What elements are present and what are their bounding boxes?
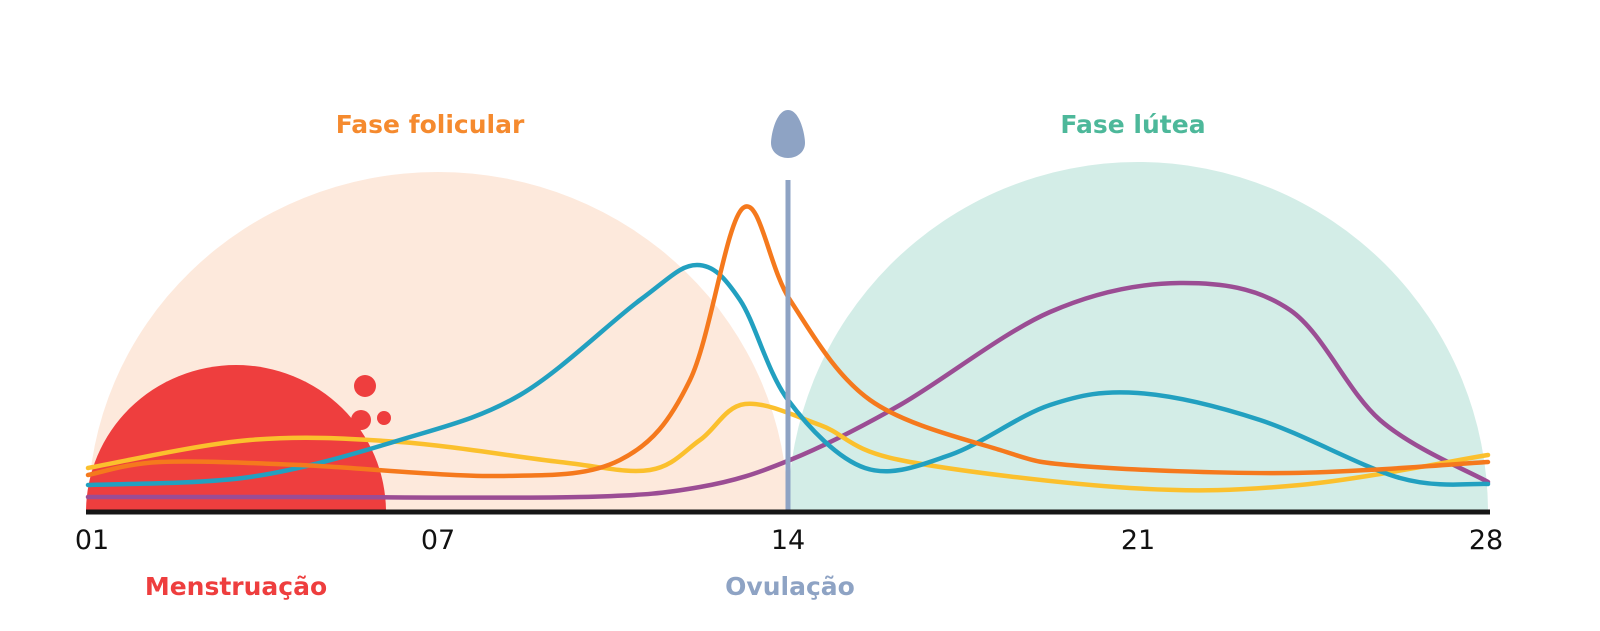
- drop: [354, 375, 376, 397]
- phase-label: Menstruação: [145, 572, 327, 601]
- day-label: 01: [75, 525, 109, 556]
- egg-icon: [771, 110, 805, 158]
- phase-label: Fase folicular: [336, 110, 525, 139]
- day-label: 07: [421, 525, 455, 556]
- drop: [377, 411, 391, 425]
- drop: [351, 410, 371, 430]
- hormone-curve: [85, 401, 1491, 493]
- hormone-curve: [85, 280, 1491, 500]
- day-label: 14: [771, 525, 805, 556]
- phase-label: Fase lútea: [1060, 110, 1205, 139]
- menstruation-area: [86, 365, 386, 512]
- day-label: 21: [1121, 525, 1155, 556]
- day-label: 28: [1469, 525, 1503, 556]
- luteal-area: [788, 162, 1488, 512]
- phase-label: Ovulação: [725, 572, 855, 601]
- hormone-curves: [85, 204, 1491, 500]
- hormone-curve: [85, 204, 1491, 479]
